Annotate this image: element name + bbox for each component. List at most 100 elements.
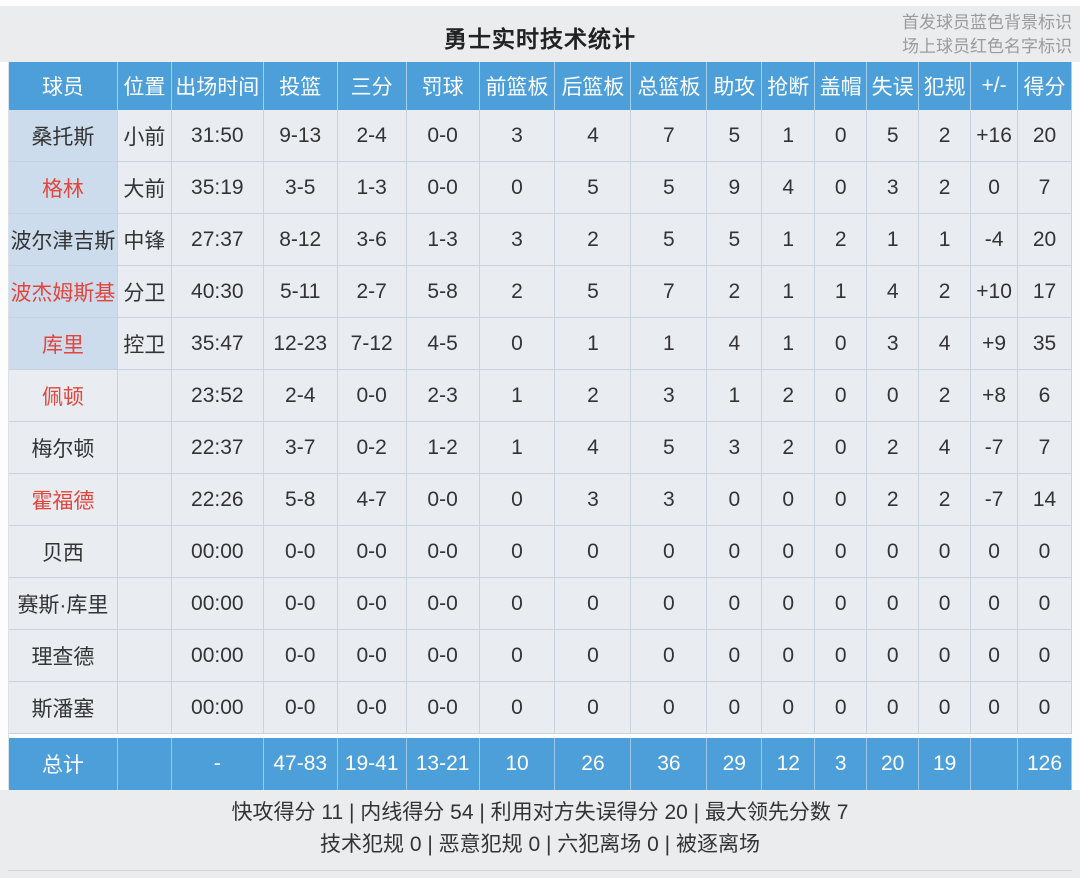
- header-cell: 前篮板: [480, 62, 556, 110]
- stat-cell: 35: [1018, 318, 1072, 370]
- table-row: 桑托斯 小前 31:50 9-13 2-4 0-0 3 4 7 5 1 0 5 2 +16 20: [9, 110, 1072, 162]
- stat-cell: 0: [555, 630, 632, 682]
- stat-cell: [971, 738, 1019, 790]
- stat-cell: 0: [479, 318, 556, 370]
- player-name-cell: 梅尔顿: [9, 422, 118, 474]
- header-cell: 罚球: [407, 62, 480, 110]
- stat-cell: -: [172, 738, 264, 790]
- stat-cell: 0: [815, 318, 868, 370]
- team-stats-line-1: 快攻得分 11 | 内线得分 54 | 利用对方失误得分 20 | 最大领先分数…: [231, 801, 849, 824]
- stat-cell: 0: [919, 630, 972, 682]
- header-cell: 投篮: [264, 62, 338, 110]
- stat-cell: 0: [867, 682, 920, 734]
- header-cell: 失误: [867, 62, 920, 110]
- stat-cell: 2: [762, 422, 816, 474]
- stat-cell: 3: [555, 474, 632, 526]
- stat-cell: 1: [867, 214, 920, 266]
- stat-cell: +9: [971, 318, 1019, 370]
- stat-cell: -7: [971, 474, 1019, 526]
- stat-cell: [117, 526, 172, 578]
- header-cell: 后篮板: [555, 62, 632, 110]
- stat-cell: 2: [555, 370, 632, 422]
- stat-cell: 00:00: [171, 578, 264, 630]
- stat-cell: 0: [631, 526, 708, 578]
- stat-cell: 1-3: [337, 162, 407, 214]
- team-stats-footer: 快攻得分 11 | 内线得分 54 | 利用对方失误得分 20 | 最大领先分数…: [0, 790, 1080, 878]
- stat-cell: +10: [971, 266, 1019, 318]
- stat-cell: [117, 422, 172, 474]
- header-cell: 总篮板: [631, 62, 708, 110]
- stat-cell: 1: [762, 266, 816, 318]
- stat-cell: 0-0: [406, 474, 480, 526]
- stat-cell: 0: [1018, 682, 1072, 734]
- table-row: 理查德 00:00 0-0 0-0 0-0 0 0 0 0 0 0 0 0 0 0: [9, 630, 1072, 682]
- stat-cell: 中锋: [117, 214, 172, 266]
- header-cell: 得分: [1018, 62, 1072, 110]
- stat-cell: 0: [555, 526, 632, 578]
- title-bar: 勇士实时技术统计 首发球员蓝色背景标识 场上球员红色名字标识: [0, 6, 1080, 62]
- stat-cell: 00:00: [171, 682, 264, 734]
- stat-cell: 1: [631, 318, 708, 370]
- stat-cell: 20: [867, 738, 920, 790]
- stat-cell: 7-12: [337, 318, 407, 370]
- stat-cell: 0: [555, 682, 632, 734]
- stat-cell: 0: [815, 630, 868, 682]
- stat-cell: 0: [971, 682, 1019, 734]
- stat-cell: -7: [971, 422, 1019, 474]
- header-cell: 三分: [338, 62, 407, 110]
- stat-cell: [117, 578, 172, 630]
- stat-cell: 小前: [117, 110, 172, 162]
- stat-cell: 4: [919, 318, 972, 370]
- stat-cell: 1: [762, 318, 816, 370]
- stat-cell: 0: [919, 578, 972, 630]
- stat-cell: 1: [762, 110, 816, 162]
- stat-cell: 0-0: [337, 370, 407, 422]
- stat-cell: 控卫: [117, 318, 172, 370]
- stat-cell: 0: [631, 578, 708, 630]
- totals-row: 总计 -47-83 19-41 13-21 10 26 36 29 12 3 20 19 126: [9, 738, 1072, 790]
- stat-cell: 23:52: [171, 370, 264, 422]
- stat-cell: 3: [867, 162, 920, 214]
- stat-cell: 36: [631, 738, 708, 790]
- stat-cell: 9-13: [263, 110, 338, 162]
- table-row: 赛斯·库里 00:00 0-0 0-0 0-0 0 0 0 0 0 0 0 0 0 0: [9, 578, 1072, 630]
- player-name-cell: 波尔津吉斯: [9, 214, 118, 266]
- stat-cell: 5: [555, 266, 632, 318]
- stat-cell: 5-8: [406, 266, 480, 318]
- stat-cell: 0-0: [406, 682, 480, 734]
- stat-cell: 3: [867, 318, 920, 370]
- stat-cell: 8-12: [263, 214, 338, 266]
- stat-cell: 00:00: [171, 630, 264, 682]
- stat-cell: 12-23: [263, 318, 338, 370]
- stat-cell: +16: [971, 110, 1019, 162]
- stat-cell: 2: [815, 214, 868, 266]
- player-name-cell: 波杰姆斯基: [9, 266, 118, 318]
- stat-cell: 7: [631, 266, 708, 318]
- stat-cell: [117, 474, 172, 526]
- stat-cell: 4: [555, 422, 632, 474]
- stat-cell: [117, 682, 172, 734]
- stat-cell: 1: [479, 422, 556, 474]
- stat-cell: 7: [1018, 162, 1072, 214]
- header-cell: 位置: [118, 62, 172, 110]
- header-row: 球员 位置 出场时间 投篮 三分 罚球 前篮板 后篮板 总篮板 助攻 抢断 盖帽 失误 犯规 +/- 得分: [9, 62, 1072, 110]
- stat-cell: 00:00: [171, 526, 264, 578]
- stat-cell: 3-6: [337, 214, 407, 266]
- stat-cell: 40:30: [171, 266, 264, 318]
- stat-cell: 5: [631, 214, 708, 266]
- stat-cell: 0: [762, 474, 816, 526]
- stat-cell: [117, 370, 172, 422]
- stat-cell: 29: [707, 738, 763, 790]
- player-name-cell: 总计: [9, 738, 118, 790]
- stat-cell: 0: [867, 578, 920, 630]
- stat-cell: 22:37: [171, 422, 264, 474]
- stat-cell: 47-83: [264, 738, 338, 790]
- stat-cell: 5: [555, 162, 632, 214]
- stat-cell: 2: [919, 474, 972, 526]
- stat-cell: 31:50: [171, 110, 264, 162]
- stat-cell: 17: [1018, 266, 1072, 318]
- header-cell: 盖帽: [815, 62, 868, 110]
- stat-cell: 0: [815, 110, 868, 162]
- header-cell: 出场时间: [172, 62, 264, 110]
- stat-cell: 0: [707, 526, 763, 578]
